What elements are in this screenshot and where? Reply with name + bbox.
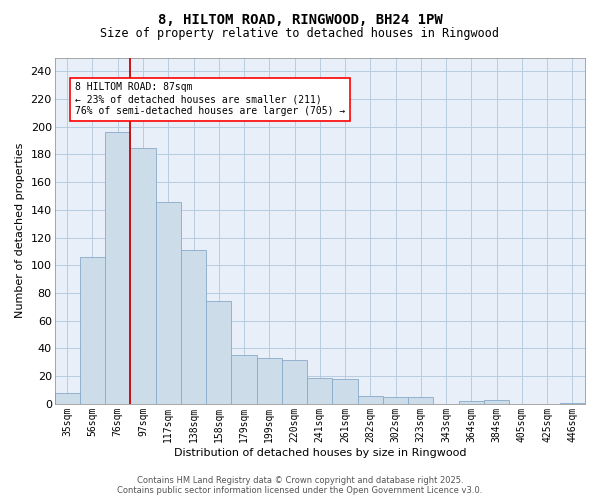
Text: Contains HM Land Registry data © Crown copyright and database right 2025.
Contai: Contains HM Land Registry data © Crown c… bbox=[118, 476, 482, 495]
Text: Size of property relative to detached houses in Ringwood: Size of property relative to detached ho… bbox=[101, 28, 499, 40]
Bar bbox=[358, 396, 383, 404]
Text: 8 HILTOM ROAD: 87sqm
← 23% of detached houses are smaller (211)
76% of semi-deta: 8 HILTOM ROAD: 87sqm ← 23% of detached h… bbox=[75, 82, 345, 116]
Bar bbox=[332, 379, 358, 404]
Bar bbox=[181, 250, 206, 404]
Bar bbox=[484, 400, 509, 404]
Bar bbox=[55, 393, 80, 404]
Bar bbox=[307, 378, 332, 404]
Y-axis label: Number of detached properties: Number of detached properties bbox=[15, 143, 25, 318]
Bar bbox=[560, 402, 585, 404]
Bar bbox=[206, 302, 232, 404]
Bar bbox=[232, 356, 257, 404]
Bar bbox=[282, 360, 307, 404]
Bar bbox=[155, 202, 181, 404]
Bar bbox=[130, 148, 155, 404]
Bar bbox=[408, 397, 433, 404]
Bar bbox=[105, 132, 130, 404]
Bar bbox=[80, 257, 105, 404]
Bar bbox=[383, 397, 408, 404]
Bar bbox=[459, 401, 484, 404]
Text: 8, HILTOM ROAD, RINGWOOD, BH24 1PW: 8, HILTOM ROAD, RINGWOOD, BH24 1PW bbox=[158, 12, 442, 26]
Bar bbox=[257, 358, 282, 404]
X-axis label: Distribution of detached houses by size in Ringwood: Distribution of detached houses by size … bbox=[173, 448, 466, 458]
